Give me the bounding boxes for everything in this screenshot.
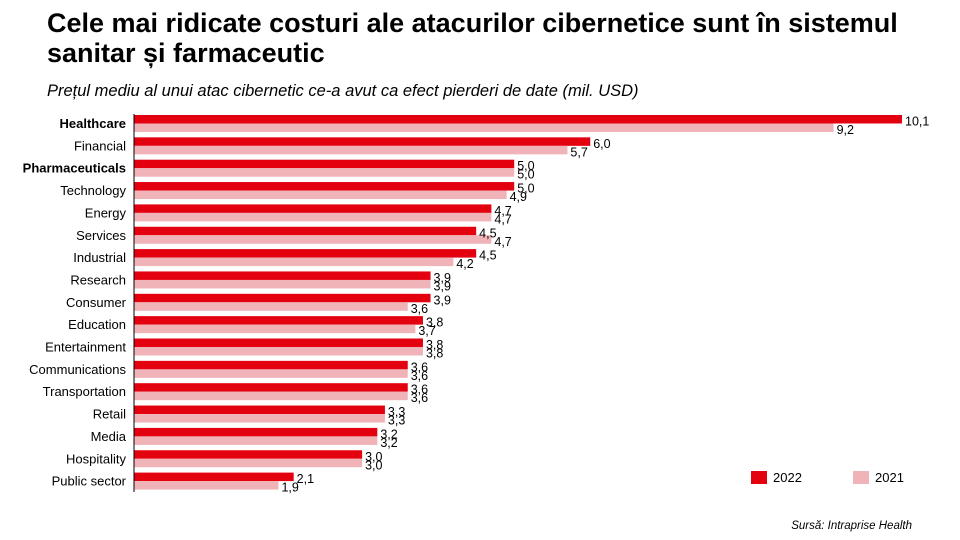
bar-2021 [134, 481, 279, 490]
value-label-2021: 5,0 [517, 168, 534, 182]
value-label-2021: 3,3 [388, 414, 405, 428]
value-label-2021: 3,2 [380, 436, 397, 450]
bar-2022 [134, 293, 431, 303]
bar-2021 [134, 391, 408, 401]
value-label-2022: 4,5 [479, 226, 496, 240]
value-label-2022: 3,9 [434, 271, 451, 285]
bar-2021 [134, 436, 378, 445]
value-label-2021: 3,8 [426, 347, 443, 361]
category-label: Retail [93, 407, 126, 422]
value-label-2021: 3,9 [434, 279, 451, 293]
category-label: Education [68, 317, 126, 332]
category-label: Services [76, 228, 126, 243]
value-label-2022: 4,5 [479, 249, 496, 263]
bar-2022 [134, 249, 477, 258]
value-label-2022: 4,7 [494, 204, 511, 218]
bar-2022 [134, 271, 431, 280]
bar-2021 [134, 257, 454, 267]
bar-2022 [134, 472, 294, 482]
value-label-2021: 4,9 [510, 190, 527, 204]
legend-swatch-2022 [751, 471, 767, 484]
bar-2021 [134, 168, 515, 177]
value-label-2021: 3,6 [411, 391, 428, 405]
value-label-2022: 3,9 [434, 293, 451, 307]
bars-group [134, 115, 902, 490]
bar-2021 [134, 347, 423, 356]
labels-group: Healthcare 10,1 9,2 Financial 6,0 5,7 Pharmace… [23, 115, 930, 495]
legend-label-2021: 2021 [875, 470, 904, 485]
value-label-2021: 4,2 [456, 257, 473, 271]
bar-2022 [134, 383, 408, 392]
bar-2021 [134, 279, 431, 289]
category-label: Entertainment [45, 340, 126, 355]
value-label-2021: 1,9 [281, 481, 298, 495]
legend-label-2022: 2022 [773, 470, 802, 485]
value-label-2021: 3,7 [418, 324, 435, 338]
category-label: Industrial [73, 250, 126, 265]
value-label-2021: 3,6 [411, 369, 428, 383]
bar-2021 [134, 212, 492, 222]
value-label-2021: 3,0 [365, 458, 382, 472]
category-label: Pharmaceuticals [23, 161, 126, 176]
bar-2021 [134, 414, 385, 423]
bar-2022 [134, 226, 477, 236]
category-label: Financial [74, 138, 126, 153]
value-label-2021: 5,7 [570, 145, 587, 159]
category-label: Healthcare [60, 116, 126, 131]
bar-2021 [134, 458, 363, 468]
bar-2022 [134, 316, 423, 325]
chart-subtitle: Prețul mediu al unui atac cibernetic ce-… [47, 82, 639, 100]
value-label-2021: 4,7 [494, 212, 511, 226]
category-label: Research [70, 272, 126, 287]
chart-title: Cele mai ridicate costuri ale atacurilor… [47, 8, 898, 68]
category-label: Energy [85, 205, 127, 220]
bar-2022 [134, 450, 363, 459]
bar-2022 [134, 360, 408, 370]
bar-2021 [134, 123, 834, 132]
bar-2021 [134, 235, 492, 244]
value-label-2022: 3,0 [365, 450, 382, 464]
bar-2021 [134, 145, 568, 155]
source-note: Sursă: Intraprise Health [791, 520, 912, 532]
value-label-2022: 10,1 [905, 115, 929, 129]
value-label-2021: 4,7 [494, 235, 511, 249]
value-label-2022: 5,0 [517, 159, 534, 173]
bar-2021 [134, 190, 507, 200]
bar-2021 [134, 302, 408, 311]
category-label: Media [91, 429, 127, 444]
bar-2022 [134, 137, 591, 146]
category-label: Communications [29, 362, 126, 377]
value-label-2022: 3,2 [380, 427, 397, 441]
category-label: Technology [60, 183, 126, 198]
bar-2022 [134, 405, 385, 415]
value-label-2022: 3,3 [388, 405, 405, 419]
bar-2022 [134, 159, 515, 169]
value-label-2022: 3,6 [411, 383, 428, 397]
value-label-2022: 3,6 [411, 360, 428, 374]
bar-2022 [134, 182, 515, 191]
legend-swatch-2021 [853, 471, 869, 484]
legend: 2022 2021 [751, 470, 904, 485]
bar-2022 [134, 427, 378, 437]
bar-2021 [134, 369, 408, 378]
value-label-2022: 3,8 [426, 338, 443, 352]
value-label-2021: 3,6 [411, 302, 428, 316]
category-label: Public sector [52, 474, 127, 489]
value-label-2022: 6,0 [593, 137, 610, 151]
value-label-2022: 5,0 [517, 182, 534, 196]
bar-2022 [134, 115, 902, 124]
category-label: Hospitality [66, 451, 126, 466]
category-label: Consumer [66, 295, 127, 310]
bar-2021 [134, 324, 416, 334]
bar-2022 [134, 338, 423, 347]
value-label-2022: 2,1 [297, 472, 314, 486]
value-label-2022: 3,8 [426, 316, 443, 330]
bar-2022 [134, 204, 492, 213]
value-label-2021: 9,2 [837, 123, 854, 137]
category-label: Transportation [43, 384, 126, 399]
